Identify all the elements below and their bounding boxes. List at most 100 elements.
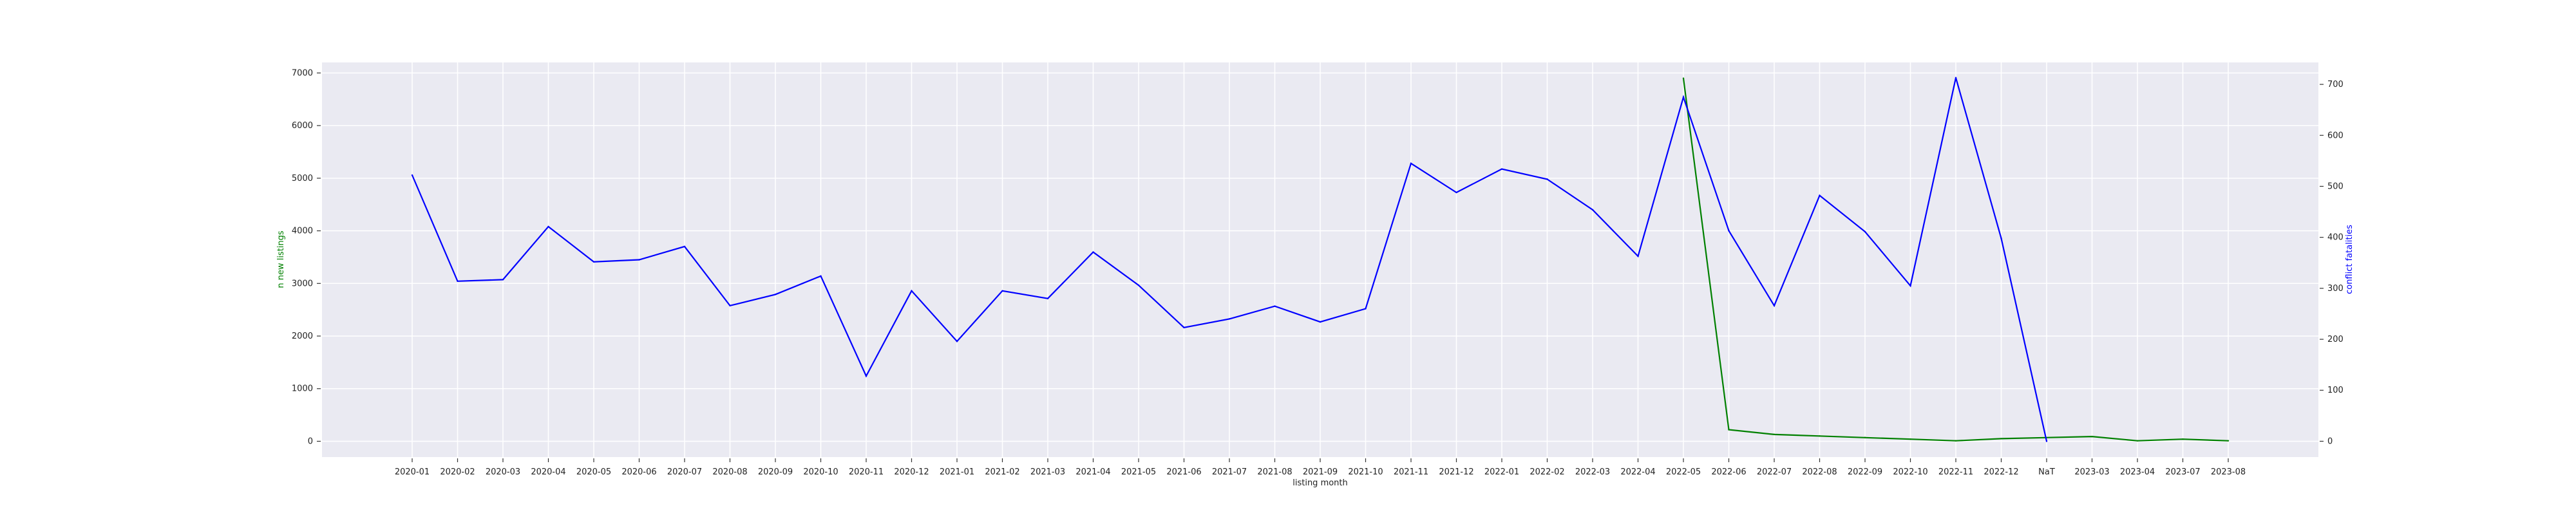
x-tick-label: 2022-05 [1666,467,1701,477]
right-tick-label: 300 [2327,284,2344,294]
x-tick-label: 2021-07 [1212,467,1247,477]
x-tick-label: 2020-10 [803,467,838,477]
data-point-right [774,294,777,295]
data-point-right [1365,308,1367,310]
series-layer [411,77,2230,442]
data-point-right [1819,194,1821,196]
x-tick-label: 2021-02 [985,467,1019,477]
data-point-right [592,261,595,263]
x-tick-label: 2022-07 [1757,467,1792,477]
right-tick-label: 700 [2327,80,2344,89]
right-tick-label: 100 [2327,386,2344,395]
data-point-right [1591,209,1594,211]
data-point-right [1546,178,1548,180]
data-point-left [2000,438,2002,440]
x-tick-label: 2021-06 [1166,467,1201,477]
x-tick-label: 2021-09 [1303,467,1338,477]
data-point-right [502,279,504,281]
x-tick-label: 2021-11 [1394,467,1428,477]
x-tick-label: 2021-01 [940,467,974,477]
data-point-left [1864,436,1866,438]
data-point-right [1682,96,1685,98]
x-tick-label: 2021-03 [1030,467,1065,477]
left-axis-title: n new listings [276,230,286,288]
x-tick-label: 2022-09 [1848,467,1882,477]
x-tick-label: 2020-12 [894,467,929,477]
left-tick-label: 6000 [292,121,313,131]
x-tick-label: 2021-10 [1348,467,1383,477]
data-point-right [1319,321,1321,323]
left-tick-label: 2000 [292,332,313,341]
data-point-right [1909,285,1911,287]
data-point-right [1637,255,1639,258]
data-point-right [1773,304,1776,306]
data-point-right [1092,251,1094,253]
x-tick-label: 2021-05 [1121,467,1156,477]
data-point-right [1501,168,1503,170]
data-point-right [2000,238,2002,239]
x-tick-label: 2022-03 [1575,467,1610,477]
data-point-left [2227,440,2230,442]
left-tick-label: 1000 [292,384,313,394]
x-tick-label: 2022-08 [1802,467,1837,477]
data-point-right [411,174,413,176]
x-tick-label: 2020-08 [712,467,747,477]
data-point-left [2182,438,2184,440]
data-point-right [820,275,822,277]
x-tick-label: 2021-08 [1257,467,1292,477]
x-tick-label: 2022-06 [1711,467,1746,477]
right-tick-label: 600 [2327,131,2344,140]
right-axis: 0 100 200 300 400 500 600 700 [2320,80,2344,446]
data-point-right [1137,284,1140,286]
data-point-left [1909,438,1911,440]
data-point-right [1455,191,1457,194]
data-point-right [1001,290,1003,292]
data-point-left [1728,429,1730,431]
right-axis-title: conflict fatalities [2345,225,2354,294]
left-tick-label: 5000 [292,174,313,183]
data-point-right [1728,230,1730,232]
data-point-right [911,290,913,292]
x-tick-label: 2020-02 [440,467,475,477]
x-tick-label: 2022-04 [1620,467,1655,477]
data-point-left [1682,77,1685,79]
data-point-right [1228,318,1231,320]
data-point-right [638,259,640,261]
data-point-right [729,304,731,306]
x-tick-label: NaT [2038,467,2055,477]
x-tick-label: 2022-01 [1484,467,1519,477]
x-axis: 2020-01 2020-02 2020-03 2020-04 2020-05 2020-… [395,458,2246,477]
x-tick-label: 2023-04 [2120,467,2155,477]
right-tick-label: 0 [2327,436,2333,446]
x-tick-label: 2020-01 [395,467,430,477]
x-tick-label: 2020-09 [758,467,793,477]
data-point-left [1819,435,1821,437]
data-point-right [457,280,459,282]
x-tick-label: 2020-07 [667,467,702,477]
x-tick-label: 2020-05 [576,467,611,477]
x-tick-label: 2023-03 [2074,467,2109,477]
data-point-right [1274,305,1276,307]
x-tick-label: 2023-08 [2211,467,2246,477]
x-tick-label: 2021-04 [1075,467,1110,477]
data-point-left [2136,440,2139,442]
right-tick-label: 400 [2327,233,2344,243]
data-point-right [547,225,549,228]
left-tick-label: 7000 [292,68,313,78]
x-tick-label: 2020-03 [486,467,520,477]
data-point-right [1046,297,1049,299]
data-point-left [2091,435,2093,438]
x-tick-label: 2020-04 [531,467,565,477]
data-point-right [1864,230,1866,233]
left-tick-label: 0 [308,436,313,446]
right-tick-label: 200 [2327,335,2344,344]
x-tick-label: 2022-02 [1530,467,1564,477]
data-point-left [1955,440,1957,442]
data-point-right [1183,326,1185,329]
data-point-left [1773,433,1776,436]
left-tick-label: 4000 [292,227,313,236]
x-tick-label: 2022-11 [1938,467,1973,477]
data-point-right [865,375,867,377]
data-point-right [1410,162,1412,165]
